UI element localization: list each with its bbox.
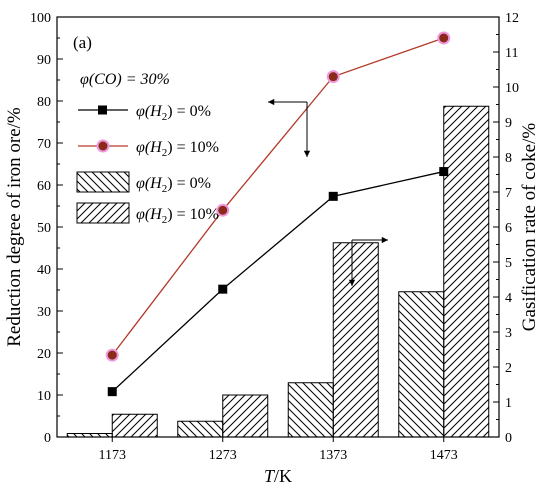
legend-bar-h2-0-label: φ(H2) = 0% (136, 175, 211, 195)
right-tick-label-12: 12 (505, 11, 519, 26)
right-tick-label-6: 6 (505, 221, 512, 236)
bar-h2-10-1373 (332, 242, 379, 438)
legend-entry-line-h2-10: φ(H2) = 10% (78, 139, 219, 159)
point-h2-10-1473 (439, 33, 449, 43)
left-axis-ticks: 0 10 20 30 40 50 60 70 80 90 100 (30, 11, 63, 446)
x-tick-label-1273: 1273 (209, 448, 237, 463)
point-h2-0-1473 (439, 167, 449, 177)
legend-entry-bar-h2-0: φ(H2) = 0% (76, 171, 211, 195)
right-axis-label: Gasification rate of coke/% (519, 123, 540, 332)
right-tick-label-11: 11 (505, 46, 518, 61)
legend: φ(CO) = 30% φ(H2) = 0% φ(H2) = 10% φ(H2)… (76, 71, 219, 226)
left-tick-label-30: 30 (37, 305, 51, 320)
x-tick-label-1173: 1173 (99, 448, 126, 463)
x-axis-ticks: 1173 1273 1373 1473 (99, 437, 458, 463)
annot-arrow-left-head (268, 98, 275, 106)
legend-line-h2-10-label: φ(H2) = 10% (136, 139, 219, 159)
bar-h2-10-1473 (443, 105, 490, 438)
point-h2-0-1373 (328, 191, 338, 201)
bars-layer (66, 105, 490, 438)
lines-layer (105, 31, 451, 397)
legend-line-h2-0-marker (98, 105, 107, 115)
left-tick-label-80: 80 (37, 95, 51, 110)
legend-line-h2-0-label: φ(H2) = 0% (136, 103, 211, 123)
x-tick-label-1373: 1373 (319, 448, 347, 463)
bar-h2-10-1173 (111, 413, 158, 438)
right-tick-label-5: 5 (505, 256, 512, 271)
bar-h2-0-1373 (287, 382, 334, 438)
left-tick-label-70: 70 (37, 137, 51, 152)
annotation-arrows (268, 98, 388, 286)
legend-bar-h2-0-swatch (76, 171, 130, 193)
legend-bar-h2-10-swatch (76, 202, 130, 224)
left-tick-label-0: 0 (44, 431, 51, 446)
right-tick-label-1: 1 (505, 396, 512, 411)
point-h2-10-1373 (328, 72, 338, 82)
legend-condition: φ(CO) = 30% (80, 71, 170, 88)
legend-line-h2-10-marker (98, 141, 108, 151)
annot-arrow-down-upper-head (303, 150, 311, 157)
point-h2-10-1173 (107, 350, 117, 360)
legend-entry-bar-h2-10: φ(H2) = 10% (76, 202, 219, 226)
panel-label: (a) (73, 33, 92, 52)
left-tick-label-50: 50 (37, 221, 51, 236)
bar-h2-0-1273 (177, 420, 224, 438)
bar-h2-0-1473 (398, 291, 445, 438)
left-tick-label-10: 10 (37, 389, 51, 404)
right-tick-label-9: 9 (505, 116, 512, 131)
annot-arrow-down-lower (348, 240, 356, 286)
x-axis-label-symbol: T (264, 466, 276, 486)
left-axis-label: Reduction degree of iron ore/% (4, 107, 25, 347)
right-tick-label-10: 10 (505, 81, 519, 96)
right-tick-label-7: 7 (505, 186, 512, 201)
x-axis-label-unit: /K (274, 466, 292, 486)
point-h2-0-1273 (218, 284, 228, 294)
right-tick-label-0: 0 (505, 431, 512, 446)
left-tick-label-40: 40 (37, 263, 51, 278)
annot-arrow-right-head (381, 236, 388, 244)
right-tick-label-3: 3 (505, 326, 512, 341)
legend-bar-h2-10-label: φ(H2) = 10% (136, 206, 219, 226)
point-h2-10-1273 (218, 205, 228, 215)
point-h2-0-1173 (107, 387, 117, 397)
legend-entry-line-h2-0: φ(H2) = 0% (78, 103, 211, 123)
x-axis-label: T/K (264, 466, 292, 486)
annot-arrow-down-lower-head (348, 279, 356, 286)
right-tick-label-2: 2 (505, 361, 512, 376)
right-tick-label-4: 4 (505, 291, 512, 306)
right-tick-label-8: 8 (505, 151, 512, 166)
x-tick-label-1473: 1473 (430, 448, 458, 463)
left-tick-label-100: 100 (30, 11, 51, 26)
left-tick-label-60: 60 (37, 179, 51, 194)
line-h2-10 (111, 37, 444, 356)
annot-arrow-right (352, 236, 388, 244)
bar-h2-10-1273 (222, 394, 269, 438)
left-tick-label-90: 90 (37, 53, 51, 68)
left-tick-label-20: 20 (37, 347, 51, 362)
line-h2-0 (111, 170, 444, 393)
annot-arrow-left (268, 98, 307, 106)
annot-arrow-down-upper (303, 102, 311, 157)
